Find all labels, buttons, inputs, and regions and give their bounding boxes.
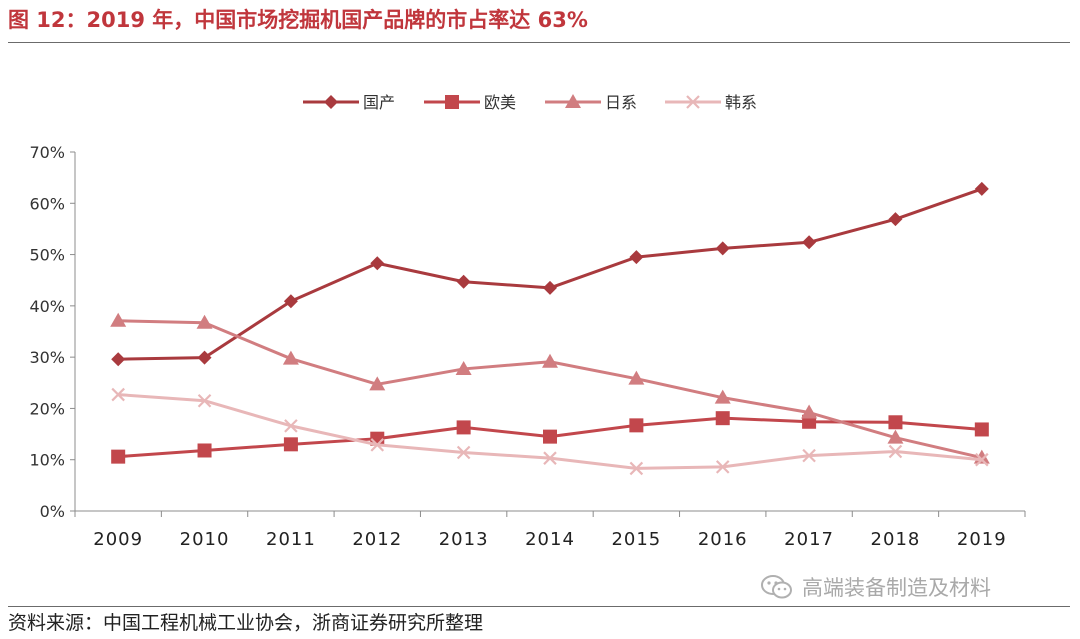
data-point [716,241,730,255]
data-point [802,235,816,249]
legend-label: 欧美 [484,93,516,112]
watermark: 高端装备制造及材料 [760,572,991,602]
x-tick-label: 2009 [93,529,143,550]
y-tick-label: 50% [29,246,65,265]
y-tick-label: 10% [29,451,65,470]
y-tick-label: 0% [40,502,65,521]
legend-marker [324,95,338,109]
legend-item: 韩系 [665,93,757,112]
data-point [111,352,125,366]
plot-area [110,182,990,475]
y-tick-label: 70% [29,143,65,162]
x-tick-label: 2010 [180,529,230,550]
y-tick-label: 40% [29,297,65,316]
x-tick-label: 2017 [784,529,834,550]
y-tick-label: 30% [29,348,65,367]
data-point [975,182,989,196]
x-tick-label: 2011 [266,529,316,550]
data-point [457,420,471,434]
watermark-text: 高端装备制造及材料 [802,572,991,602]
x-tick-label: 2015 [611,529,661,550]
line-chart: 国产 欧美 日系 韩系 0% 10% 20% 30% 40% 50% 60% 70% 2009 201… [0,0,1080,639]
y-tick-label: 20% [29,399,65,418]
x-tick-label: 2012 [352,529,402,550]
y-axis: 0% 10% 20% 30% 40% 50% 60% 70% [29,143,75,521]
x-tick-label: 2013 [439,529,489,550]
data-point [975,422,989,436]
series-line [118,189,982,359]
data-point [888,212,902,226]
data-point [888,415,902,429]
y-tick-label: 60% [29,194,65,213]
legend-marker [445,95,459,109]
data-point [543,430,557,444]
x-tick-label: 2014 [525,529,575,550]
legend-label: 韩系 [725,93,757,112]
data-point [198,443,212,457]
series-1 [111,411,989,463]
x-tick-label: 2016 [698,529,748,550]
legend-item: 日系 [545,93,637,112]
data-point [629,418,643,432]
legend-item: 欧美 [424,93,516,112]
legend-label: 国产 [363,93,395,112]
data-point [284,437,298,451]
source-divider [8,606,1070,607]
x-axis: 2009 2010 2011 2012 2013 2014 2015 2016 2017 2018… [75,511,1025,550]
data-point [457,275,471,289]
data-point [716,411,730,425]
data-point [543,281,557,295]
x-tick-label: 2018 [871,529,921,550]
legend-label: 日系 [605,93,637,112]
data-point [629,250,643,264]
legend-item: 国产 [303,93,395,112]
source-note: 资料来源：中国工程机械工业协会，浙商证券研究所整理 [8,608,483,635]
data-point [370,256,384,270]
chart-legend: 国产 欧美 日系 韩系 [303,93,757,112]
data-point [111,450,125,464]
wechat-icon [760,573,794,601]
x-tick-label: 2019 [957,529,1007,550]
